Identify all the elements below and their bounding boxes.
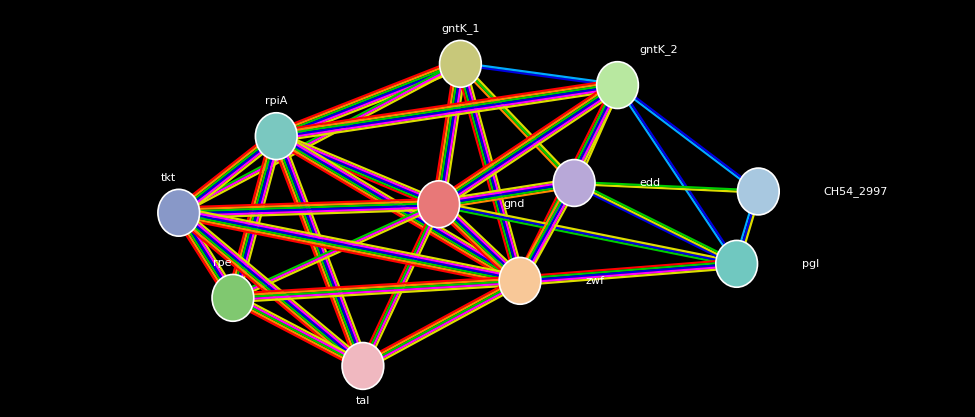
Text: rpe: rpe xyxy=(213,258,231,268)
Text: gntK_1: gntK_1 xyxy=(441,23,480,34)
Text: edd: edd xyxy=(640,178,660,188)
Text: zwf: zwf xyxy=(585,276,604,286)
Ellipse shape xyxy=(213,274,254,321)
Text: tal: tal xyxy=(356,396,370,406)
Ellipse shape xyxy=(499,257,541,304)
Text: rpiA: rpiA xyxy=(265,96,288,106)
Ellipse shape xyxy=(716,241,758,287)
Ellipse shape xyxy=(440,40,482,87)
Text: pgl: pgl xyxy=(801,259,819,269)
Ellipse shape xyxy=(737,168,779,215)
Ellipse shape xyxy=(342,342,384,389)
Ellipse shape xyxy=(158,189,200,236)
Text: CH54_2997: CH54_2997 xyxy=(823,186,887,197)
Ellipse shape xyxy=(418,181,459,228)
Ellipse shape xyxy=(255,113,297,160)
Ellipse shape xyxy=(554,160,595,206)
Ellipse shape xyxy=(597,62,639,108)
Text: gnd: gnd xyxy=(504,199,526,209)
Text: tkt: tkt xyxy=(160,173,176,183)
Text: gntK_2: gntK_2 xyxy=(640,44,678,55)
